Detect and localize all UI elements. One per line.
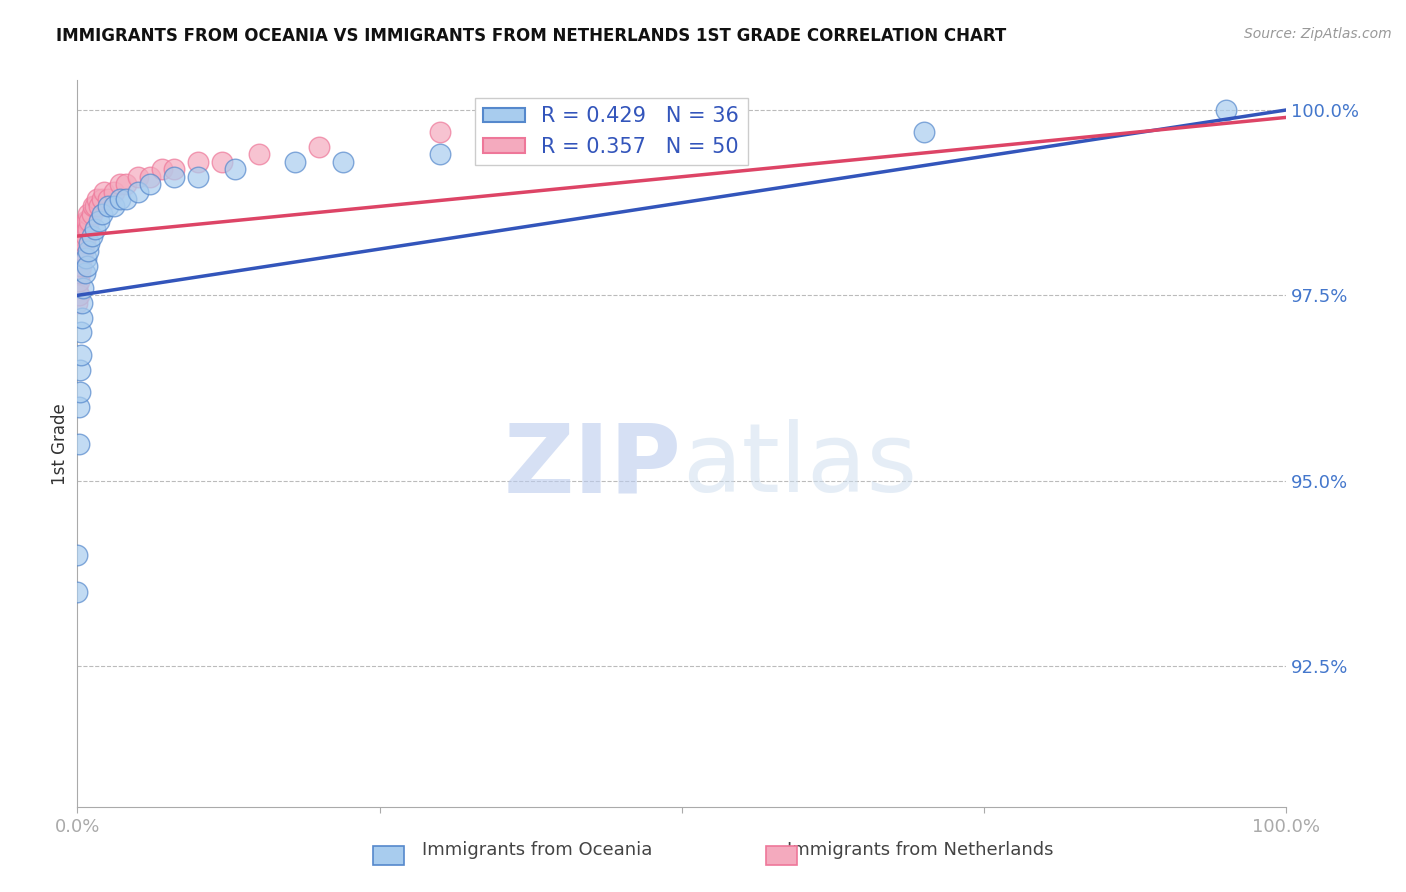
Point (66, 266, 89, 280)
Point (73, 236, 96, 251)
Point (87, 214, 110, 228)
Point (73, 221, 96, 235)
Point (96, 192, 118, 206)
Point (103, 199, 125, 213)
Point (150, 162, 173, 177)
Point (72, 229, 94, 244)
Point (429, 125, 451, 139)
Point (108, 192, 131, 206)
Point (72, 221, 94, 235)
Text: Immigrants from Netherlands: Immigrants from Netherlands (787, 840, 1054, 858)
Point (66, 295, 89, 310)
Point (211, 154, 233, 169)
Point (70, 244, 93, 258)
Point (114, 177, 136, 191)
Point (163, 169, 186, 184)
Point (72, 281, 94, 295)
Point (70, 229, 93, 244)
Point (75, 229, 97, 244)
Point (224, 162, 246, 177)
Point (73, 266, 96, 280)
Point (67, 288, 90, 302)
Point (72, 244, 94, 258)
Point (84, 199, 107, 213)
Point (187, 169, 209, 184)
Point (82, 199, 104, 213)
Point (87, 199, 110, 213)
Point (79, 214, 101, 228)
Point (66, 585, 89, 599)
Legend: R = 0.429   N = 36, R = 0.357   N = 50: R = 0.429 N = 36, R = 0.357 N = 50 (475, 98, 748, 165)
Point (90, 192, 112, 206)
Point (127, 169, 149, 184)
Point (84, 221, 107, 235)
Point (67, 274, 90, 288)
Point (108, 177, 131, 191)
Point (76, 214, 98, 228)
Point (70, 295, 93, 310)
Point (1215, 103, 1237, 117)
Point (127, 185, 149, 199)
Point (70, 310, 93, 325)
Point (69, 362, 91, 376)
Point (70, 252, 93, 266)
Point (79, 236, 101, 251)
Point (77, 244, 100, 258)
Point (69, 236, 91, 251)
Point (163, 162, 186, 177)
Point (76, 221, 98, 235)
Point (77, 221, 100, 235)
Point (67, 437, 90, 451)
Point (96, 199, 118, 213)
Point (103, 185, 125, 199)
Point (69, 384, 91, 399)
Point (912, 125, 935, 139)
Point (284, 154, 307, 169)
Point (66, 281, 89, 295)
Point (70, 236, 93, 251)
Point (114, 192, 136, 206)
Point (67, 259, 90, 273)
Point (80, 229, 103, 244)
Point (76, 259, 98, 273)
Point (90, 207, 112, 221)
Text: atlas: atlas (682, 419, 917, 512)
Point (75, 252, 97, 266)
Text: IMMIGRANTS FROM OCEANIA VS IMMIGRANTS FROM NETHERLANDS 1ST GRADE CORRELATION CHA: IMMIGRANTS FROM OCEANIA VS IMMIGRANTS FR… (56, 27, 1007, 45)
Text: Immigrants from Oceania: Immigrants from Oceania (422, 840, 652, 858)
Point (139, 177, 162, 191)
Point (80, 207, 103, 221)
Point (66, 548, 89, 562)
Point (75, 214, 97, 228)
Point (247, 147, 270, 161)
Point (66, 252, 89, 266)
Point (69, 252, 91, 266)
Point (187, 154, 209, 169)
Point (86, 192, 108, 206)
Point (67, 400, 90, 414)
Point (139, 169, 162, 184)
Point (429, 147, 451, 161)
Point (70, 259, 93, 273)
Point (93, 185, 115, 199)
Point (308, 140, 330, 154)
Text: ZIP: ZIP (503, 419, 682, 512)
Point (671, 133, 693, 147)
Point (70, 326, 93, 340)
Point (69, 266, 91, 280)
Point (70, 229, 93, 244)
Text: Source: ZipAtlas.com: Source: ZipAtlas.com (1244, 27, 1392, 41)
Y-axis label: 1st Grade: 1st Grade (51, 403, 69, 484)
Point (77, 207, 100, 221)
Point (332, 154, 354, 169)
Point (67, 244, 90, 258)
Point (70, 236, 93, 251)
Point (550, 140, 572, 154)
Point (70, 348, 93, 362)
